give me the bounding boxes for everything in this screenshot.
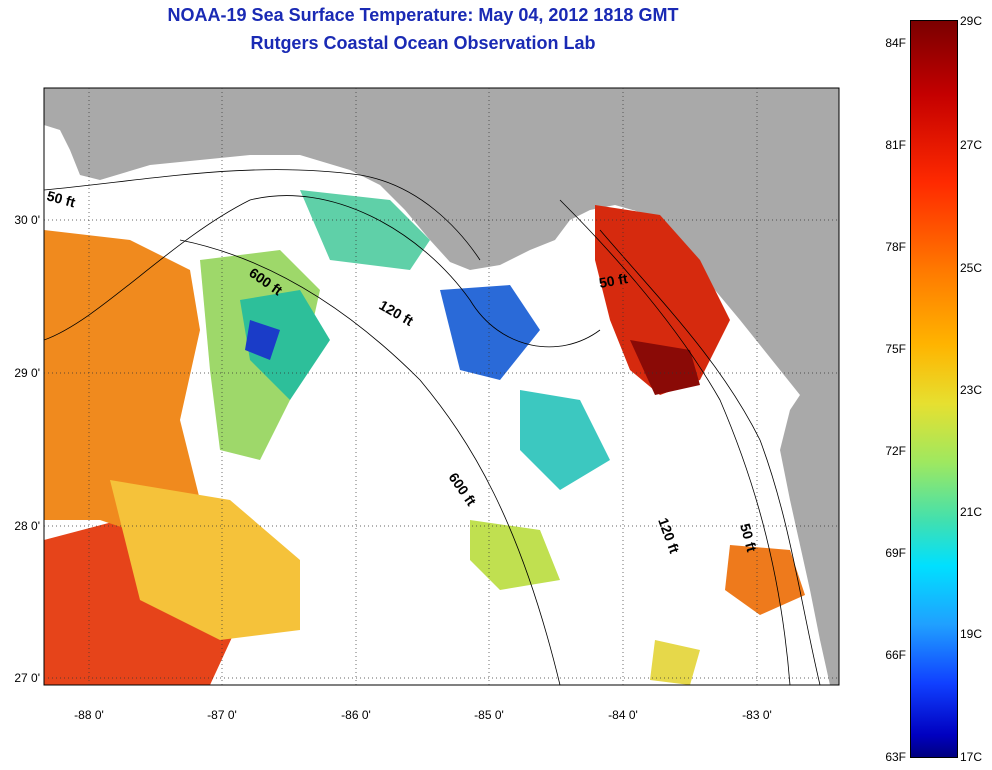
colorbar-c-label: 27C — [960, 138, 983, 152]
sst-patches — [44, 190, 805, 685]
colorbar-f-label: 75F — [885, 342, 906, 356]
colorbar-c-label: 23C — [960, 383, 983, 397]
colorbar-f-label: 84F — [885, 36, 906, 50]
colorbar-f-label: 69F — [885, 546, 906, 560]
map-title: NOAA-19 Sea Surface Temperature: May 04,… — [167, 5, 679, 25]
contour-label: 50 ft — [45, 187, 77, 210]
colorbar-c-label: 29C — [960, 14, 983, 28]
y-tick-label: 27 0' — [14, 671, 40, 685]
x-tick-label: -88 0' — [74, 708, 104, 722]
colorbar-c-label: 17C — [960, 750, 983, 764]
y-tick-label: 29 0' — [14, 366, 40, 380]
x-tick-label: -84 0' — [608, 708, 638, 722]
contour-label: 50 ft — [598, 270, 629, 291]
map-subtitle: Rutgers Coastal Ocean Observation Lab — [250, 33, 596, 53]
colorbar-f-label: 63F — [885, 750, 906, 764]
temperature-colorbar — [910, 20, 958, 758]
colorbar-f-label: 66F — [885, 648, 906, 662]
colorbar-f-label: 72F — [885, 444, 906, 458]
land-mass — [44, 88, 839, 685]
colorbar-c-label: 19C — [960, 627, 983, 641]
colorbar-c-label: 21C — [960, 505, 983, 519]
colorbar-f-label: 81F — [885, 138, 906, 152]
x-tick-label: -86 0' — [341, 708, 371, 722]
colorbar-c-label: 25C — [960, 261, 983, 275]
y-tick-label: 30 0' — [14, 213, 40, 227]
graticule — [44, 88, 839, 685]
colorbar-f-label: 78F — [885, 240, 906, 254]
x-tick-label: -85 0' — [474, 708, 504, 722]
y-tick-label: 28 0' — [14, 519, 40, 533]
map-frame — [43, 87, 840, 686]
x-tick-label: -83 0' — [742, 708, 772, 722]
x-tick-label: -87 0' — [207, 708, 237, 722]
contour-label: 50 ft — [737, 522, 760, 554]
isobath-contours — [44, 169, 821, 685]
